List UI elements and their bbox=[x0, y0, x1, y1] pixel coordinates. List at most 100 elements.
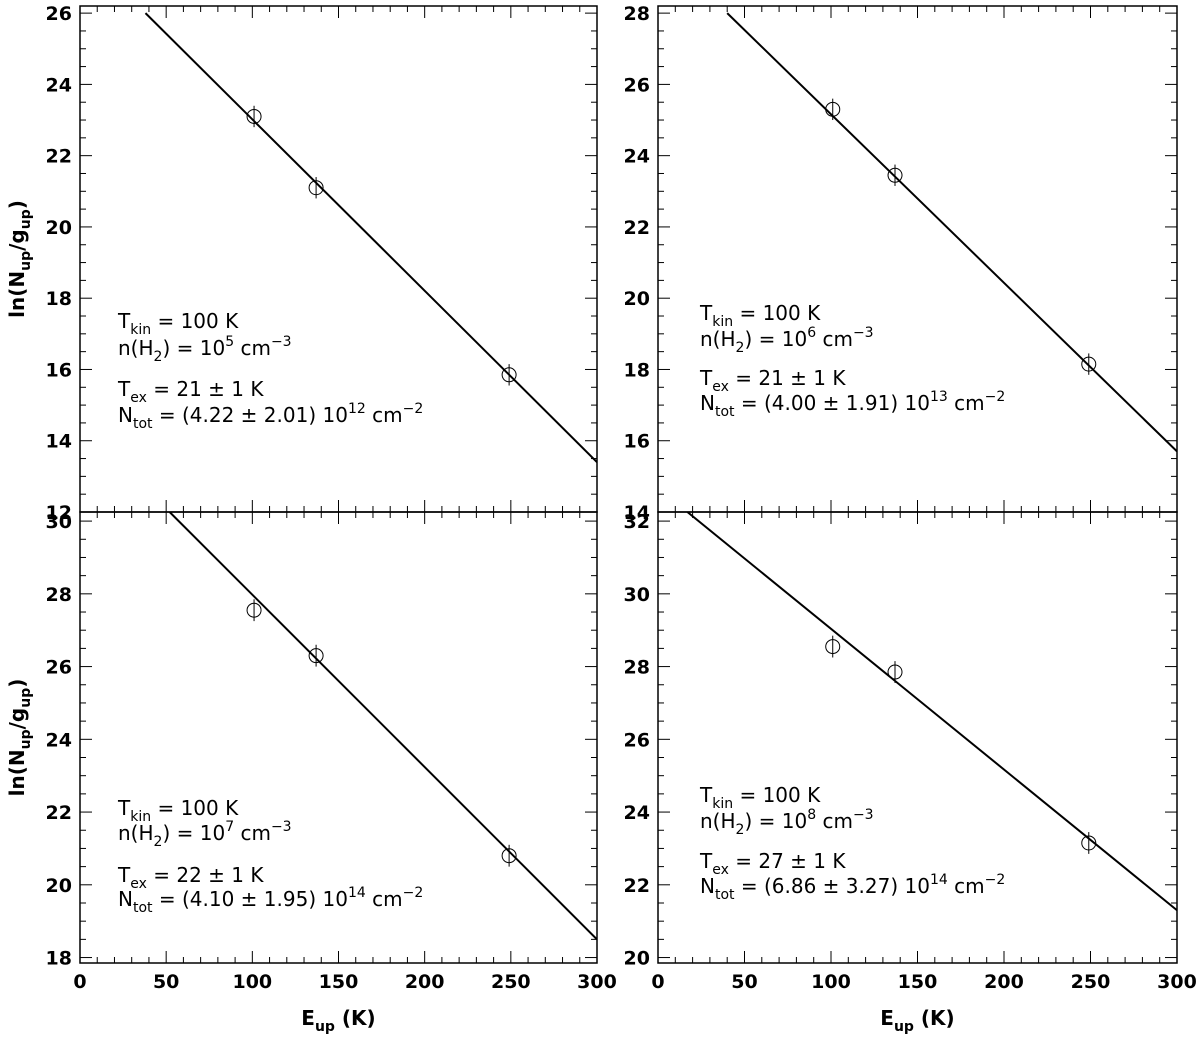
text-segment: cm bbox=[816, 327, 853, 351]
y-tick-label: 24 bbox=[624, 802, 650, 824]
text-segment: ln(N bbox=[5, 749, 29, 796]
supscript: 6 bbox=[807, 325, 816, 341]
data-point bbox=[825, 101, 841, 117]
y-tick-label: 22 bbox=[46, 802, 72, 824]
subscript: up bbox=[18, 251, 34, 271]
text-segment: ln(N bbox=[5, 271, 29, 318]
subscript: 2 bbox=[736, 822, 745, 838]
x-tick-label: 200 bbox=[405, 971, 445, 993]
data-point bbox=[308, 180, 324, 196]
y-tick-label: 16 bbox=[624, 431, 650, 453]
y-tick-label: 22 bbox=[46, 146, 72, 168]
y-tick-label: 32 bbox=[624, 511, 650, 533]
y-tick-label: 20 bbox=[46, 217, 72, 239]
text-segment: N bbox=[118, 887, 133, 911]
subscript: 2 bbox=[154, 834, 163, 850]
y-tick-label: 24 bbox=[46, 74, 72, 96]
text-segment: T bbox=[117, 796, 131, 820]
supscript: −2 bbox=[403, 401, 424, 417]
text-segment: cm bbox=[948, 874, 985, 898]
annotation: n(H2) = 105 cm−3 bbox=[118, 334, 292, 365]
text-segment: = 100 K bbox=[733, 301, 821, 325]
y-tick-label: 26 bbox=[624, 74, 650, 96]
y-tick-label: 20 bbox=[624, 288, 650, 310]
plot-frame bbox=[79, 511, 598, 964]
subscript: ex bbox=[130, 390, 147, 406]
supscript: −3 bbox=[271, 334, 292, 350]
annotation: Ntot = (4.00 ± 1.91) 1013 cm−2 bbox=[700, 389, 1005, 420]
subscript: tot bbox=[715, 404, 735, 420]
y-tick-label: 30 bbox=[46, 511, 72, 533]
subscript: kin bbox=[130, 322, 151, 338]
y-tick-label: 26 bbox=[46, 657, 72, 679]
text-segment: T bbox=[117, 863, 131, 887]
supscript: 8 bbox=[807, 807, 816, 823]
text-segment: = 21 ± 1 K bbox=[147, 377, 264, 401]
data-point bbox=[825, 639, 841, 655]
y-tick-label: 30 bbox=[624, 584, 650, 606]
x-tick-label: 250 bbox=[491, 971, 531, 993]
x-tick-label: 300 bbox=[1157, 971, 1197, 993]
text-segment: n(H bbox=[118, 336, 154, 360]
data-point bbox=[1081, 835, 1097, 851]
text-segment: ) = 10 bbox=[744, 809, 807, 833]
y-tick-label: 22 bbox=[624, 875, 650, 897]
y-tick-label: 16 bbox=[46, 359, 72, 381]
text-segment: T bbox=[117, 377, 131, 401]
supscript: −3 bbox=[853, 807, 874, 823]
text-segment: E bbox=[880, 1006, 894, 1030]
y-tick-label: 14 bbox=[46, 431, 72, 453]
supscript: 12 bbox=[348, 401, 366, 417]
data-point bbox=[246, 602, 262, 618]
plot-frame bbox=[657, 511, 1178, 964]
text-segment: ) = 10 bbox=[744, 327, 807, 351]
supscript: 5 bbox=[225, 334, 234, 350]
x-tick-label: 0 bbox=[73, 971, 86, 993]
x-tick-label: 100 bbox=[811, 971, 851, 993]
annotation: Tkin = 100 K bbox=[699, 301, 821, 330]
text-segment: cm bbox=[234, 336, 271, 360]
fit-line bbox=[168, 512, 597, 941]
y-tick-label: 22 bbox=[624, 217, 650, 239]
supscript: −3 bbox=[853, 325, 874, 341]
x-axis-label: Eup (K) bbox=[880, 1006, 954, 1035]
y-tick-label: 28 bbox=[46, 584, 72, 606]
data-point bbox=[308, 648, 324, 664]
fit-line bbox=[726, 12, 1177, 453]
annotation: Tex = 21 ± 1 K bbox=[117, 377, 264, 406]
supscript: −2 bbox=[985, 872, 1006, 888]
text-segment: cm bbox=[948, 391, 985, 415]
subscript: kin bbox=[130, 809, 151, 825]
text-segment: T bbox=[699, 783, 713, 807]
supscript: 13 bbox=[930, 389, 948, 405]
annotation: Tex = 21 ± 1 K bbox=[699, 366, 846, 395]
annotation: n(H2) = 108 cm−3 bbox=[700, 807, 874, 838]
subscript: ex bbox=[130, 876, 147, 892]
x-tick-label: 150 bbox=[898, 971, 938, 993]
subscript: tot bbox=[715, 887, 735, 903]
text-segment: = 22 ± 1 K bbox=[147, 863, 264, 887]
x-tick-label: 100 bbox=[232, 971, 272, 993]
text-segment: = (6.86 ± 3.27) 10 bbox=[735, 874, 930, 898]
annotation: Ntot = (4.22 ± 2.01) 1012 cm−2 bbox=[118, 401, 423, 432]
y-tick-label: 20 bbox=[624, 948, 650, 970]
x-tick-label: 0 bbox=[651, 971, 664, 993]
subscript: ex bbox=[712, 862, 729, 878]
subscript: up bbox=[894, 1019, 914, 1035]
annotation: Tex = 22 ± 1 K bbox=[117, 863, 264, 892]
text-segment: T bbox=[699, 849, 713, 873]
text-segment: = 21 ± 1 K bbox=[729, 366, 846, 390]
annotation: Tkin = 100 K bbox=[117, 796, 239, 825]
supscript: 14 bbox=[348, 885, 366, 901]
subscript: up bbox=[18, 209, 34, 229]
data-point bbox=[501, 848, 517, 864]
subscript: tot bbox=[133, 416, 153, 432]
data-point bbox=[887, 167, 903, 183]
supscript: −3 bbox=[271, 819, 292, 835]
annotation: Tex = 27 ± 1 K bbox=[699, 849, 846, 878]
x-tick-label: 300 bbox=[577, 971, 617, 993]
text-segment: /g bbox=[5, 708, 29, 730]
supscript: 7 bbox=[225, 819, 234, 835]
